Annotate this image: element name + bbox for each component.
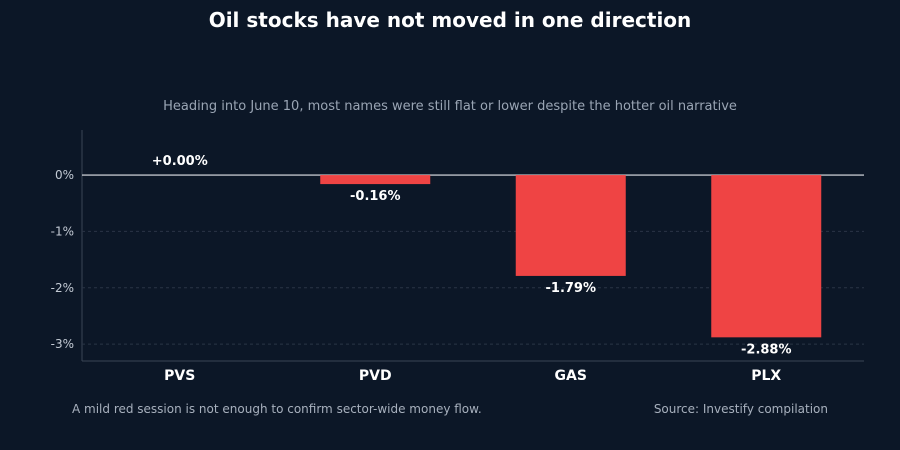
category-label: PLX [751, 368, 781, 384]
data-label: -1.79% [546, 281, 597, 296]
category-label: PVS [164, 368, 195, 384]
chart-title: Oil stocks have not moved in one directi… [208, 8, 692, 32]
data-label: -2.88% [741, 342, 792, 357]
y-tick-label: -2% [51, 281, 74, 295]
chart-subtitle: Heading into June 10, most names were st… [163, 99, 737, 114]
y-tick-label: 0% [55, 168, 74, 182]
source-note: Source: Investify compilation [653, 402, 828, 416]
chart-footnote: A mild red session is not enough to conf… [72, 402, 482, 416]
y-tick-label: -3% [51, 337, 74, 351]
data-label: -0.16% [350, 189, 401, 204]
y-tick-label: -1% [51, 224, 74, 238]
data-label: +0.00% [152, 154, 208, 169]
bar [711, 175, 822, 338]
bar [320, 175, 431, 185]
bar [515, 175, 626, 276]
category-label: GAS [555, 368, 587, 384]
category-label: PVD [359, 368, 392, 384]
